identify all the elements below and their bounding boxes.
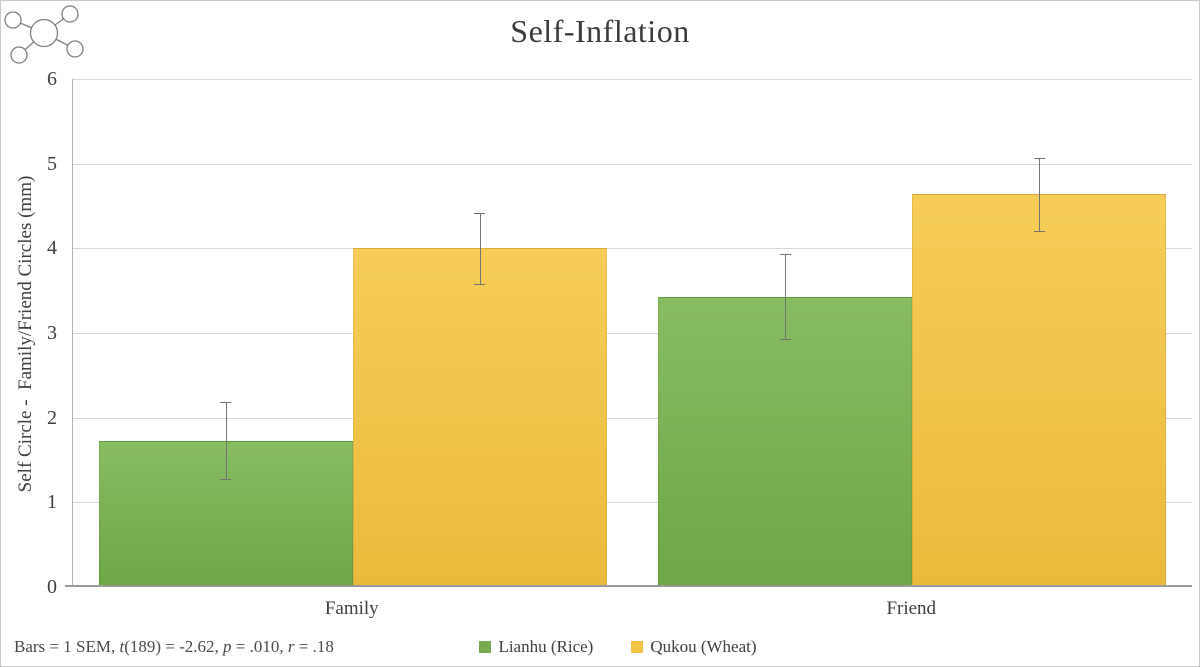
- bar-friend-qukou-wheat: [912, 194, 1167, 587]
- x-category-label-family: Family: [324, 598, 379, 619]
- y-tick-label-5: 5: [47, 152, 57, 175]
- note-stat-r: r: [287, 637, 295, 656]
- gridline-y6: [73, 79, 1192, 80]
- gridline-y3: [73, 333, 1192, 334]
- error-bar-cap-bottom: [779, 338, 791, 340]
- bar-friend-lianhu-rice: [658, 296, 913, 587]
- note-stat-t: t: [119, 637, 125, 656]
- error-bar-cap-top: [1033, 157, 1045, 159]
- y-tick-label-6: 6: [47, 68, 57, 90]
- error-bar-family-lianhu-rice: [225, 401, 227, 480]
- error-bar-cap-top: [779, 254, 791, 256]
- network-logo-icon: [4, 5, 84, 64]
- gridline-y2: [73, 417, 1192, 419]
- error-bar-cap-bottom: [474, 283, 486, 285]
- bar-family-lianhu-rice: [98, 440, 353, 587]
- legend-item-qukou-wheat: Qukou (Wheat): [631, 637, 757, 657]
- error-bar-friend-qukou-wheat: [1039, 157, 1041, 231]
- legend: Lianhu (Rice) Qukou (Wheat): [19, 637, 1199, 657]
- error-bar-cap-bottom: [220, 479, 232, 481]
- stats-note: Bars = 1 SEM, t(189) = -2.62, p = .010, …: [14, 637, 334, 657]
- x-axis-line: [65, 585, 1192, 587]
- gridline-y5: [73, 163, 1192, 165]
- error-bar-cap-bottom: [1033, 230, 1045, 232]
- legend-label: Qukou (Wheat): [650, 637, 757, 656]
- error-bar-cap-top: [220, 401, 232, 403]
- legend-item-lianhu-rice: Lianhu (Rice): [479, 637, 593, 657]
- gridline-y4: [73, 248, 1192, 250]
- x-category-label-friend: Friend: [886, 598, 937, 619]
- y-tick-label-2: 2: [47, 406, 57, 429]
- error-bar-family-qukou-wheat: [479, 212, 481, 284]
- note-text: = .18: [294, 637, 334, 656]
- bar-family-qukou-wheat: [352, 248, 607, 587]
- gridline-y1: [73, 502, 1192, 504]
- chart-title: Self-Inflation: [510, 13, 690, 49]
- legend-swatch-icon: [479, 641, 492, 653]
- y-tick-label-1: 1: [47, 491, 57, 514]
- legend-swatch-icon: [631, 641, 644, 653]
- y-tick-label-3: 3: [47, 322, 57, 344]
- error-bar-friend-lianhu-rice: [785, 254, 787, 339]
- legend-label: Lianhu (Rice): [498, 637, 594, 656]
- plot-area: [65, 79, 1192, 587]
- note-text: (189) = -2.62,: [124, 637, 224, 656]
- error-bar-cap-top: [474, 212, 486, 214]
- y-tick-label-4: 4: [47, 237, 57, 260]
- note-stat-p: p: [223, 637, 232, 656]
- note-text: Bars = 1 SEM,: [14, 637, 120, 656]
- y-tick-label-0: 0: [47, 576, 57, 598]
- note-text: = .010,: [231, 637, 288, 656]
